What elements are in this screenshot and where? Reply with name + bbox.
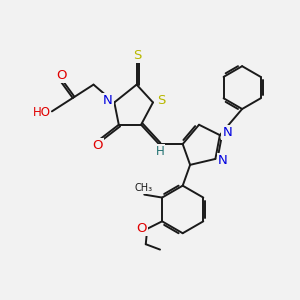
Text: S: S <box>133 49 141 62</box>
Text: O: O <box>136 222 146 235</box>
Text: S: S <box>157 94 166 107</box>
Text: N: N <box>222 126 232 139</box>
Text: O: O <box>93 139 103 152</box>
Text: H: H <box>155 145 164 158</box>
Text: N: N <box>218 154 228 167</box>
Text: N: N <box>103 94 113 107</box>
Text: HO: HO <box>32 106 50 119</box>
Text: CH₃: CH₃ <box>135 183 153 193</box>
Text: O: O <box>56 69 67 82</box>
